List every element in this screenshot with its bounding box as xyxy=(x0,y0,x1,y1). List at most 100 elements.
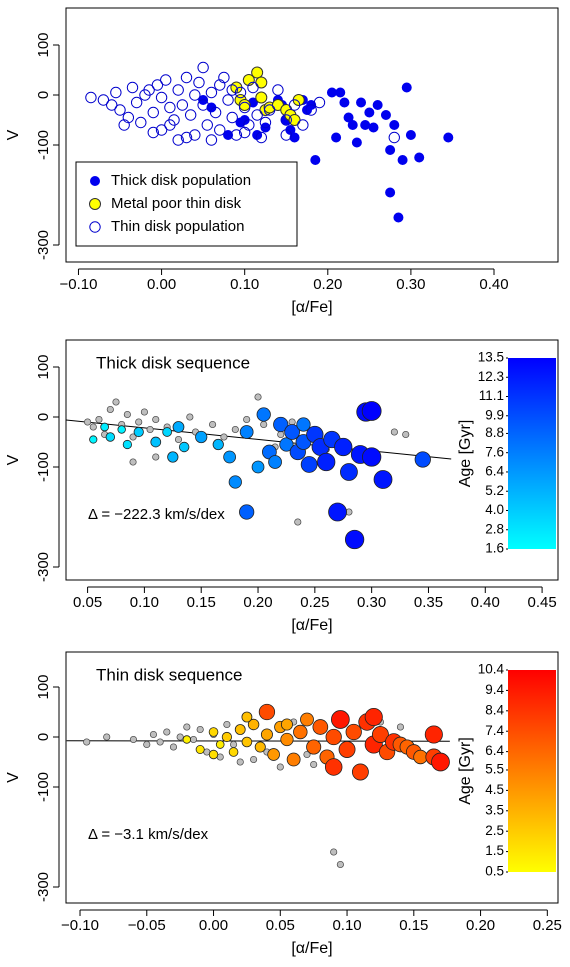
y-tick-label: -100 xyxy=(35,130,52,160)
y-tick-label: 0 xyxy=(35,91,52,99)
point xyxy=(216,741,224,749)
point xyxy=(261,421,267,427)
point xyxy=(362,448,380,466)
x-axis-label: [α/Fe] xyxy=(291,940,332,957)
colorbar-tick-label: 7.6 xyxy=(485,444,504,459)
point xyxy=(190,736,196,742)
point xyxy=(402,83,411,92)
point xyxy=(295,519,301,525)
point xyxy=(111,87,121,97)
point xyxy=(331,711,349,729)
point xyxy=(287,753,300,766)
point xyxy=(157,739,163,745)
colorbar-tick-label: 2.5 xyxy=(485,823,504,838)
point xyxy=(239,100,250,111)
point xyxy=(187,414,193,420)
point xyxy=(113,399,119,405)
point xyxy=(373,101,382,110)
point xyxy=(230,741,236,747)
point xyxy=(352,764,368,780)
point xyxy=(177,734,183,740)
x-tick-label: 0.40 xyxy=(479,276,508,293)
point xyxy=(104,734,110,740)
x-tick-label: 0.00 xyxy=(199,917,228,934)
point xyxy=(259,704,274,719)
point xyxy=(307,740,321,754)
x-tick-label: 0.30 xyxy=(396,276,425,293)
point xyxy=(196,745,204,753)
point xyxy=(369,123,378,132)
point xyxy=(414,750,428,764)
point xyxy=(206,135,216,145)
point xyxy=(281,733,293,745)
point xyxy=(183,736,191,744)
point xyxy=(255,394,261,400)
point xyxy=(141,409,147,415)
colorbar-tick-label: 13.5 xyxy=(478,350,504,365)
x-tick-label: 0.05 xyxy=(73,594,102,611)
point xyxy=(123,440,131,448)
point xyxy=(336,88,345,97)
y-tick-label: 0 xyxy=(35,413,52,421)
x-tick-label: 0.20 xyxy=(313,276,342,293)
y-tick-label: 100 xyxy=(35,32,52,57)
point xyxy=(374,471,392,489)
point xyxy=(206,87,216,97)
x-tick-label: 0.45 xyxy=(527,594,556,611)
legend-label: Thick disk population xyxy=(111,172,251,189)
point xyxy=(222,732,231,741)
point xyxy=(153,454,159,460)
colorbar-title: Age [Gyr] xyxy=(457,737,474,805)
point xyxy=(361,121,370,130)
point xyxy=(239,505,253,519)
y-tick-label: -300 xyxy=(35,552,52,582)
point xyxy=(156,92,166,102)
point xyxy=(221,434,227,440)
x-tick-label: 0.30 xyxy=(357,594,386,611)
point xyxy=(273,85,283,95)
y-axis-label: V xyxy=(5,129,22,140)
x-tick-label: 0.15 xyxy=(399,917,428,934)
x-tick-label: 0.15 xyxy=(187,594,216,611)
colorbar-tick-label: 8.4 xyxy=(485,702,504,717)
annotation: Thick disk sequence xyxy=(96,353,250,372)
point xyxy=(202,120,212,130)
point xyxy=(175,436,181,442)
colorbar xyxy=(508,358,556,549)
x-tick-label: 0.20 xyxy=(243,594,272,611)
legend-marker xyxy=(91,177,100,186)
point xyxy=(184,724,190,730)
legend-label: Metal poor thin disk xyxy=(111,195,242,212)
point xyxy=(397,724,403,730)
point xyxy=(391,429,397,435)
x-tick-label: 0.35 xyxy=(414,594,443,611)
colorbar-tick-label: 5.2 xyxy=(485,483,504,498)
colorbar-tick-label: 4.0 xyxy=(485,502,504,517)
point xyxy=(90,436,97,443)
point xyxy=(403,431,409,437)
point xyxy=(198,62,208,72)
point xyxy=(215,125,225,135)
colorbar-tick-label: 0.5 xyxy=(485,864,504,879)
colorbar-tick-label: 6.4 xyxy=(485,743,504,758)
point xyxy=(168,452,178,462)
point xyxy=(311,156,320,165)
point xyxy=(261,729,272,740)
point xyxy=(269,456,282,469)
point xyxy=(330,849,336,855)
point xyxy=(185,110,195,120)
point xyxy=(194,77,204,87)
colorbar-tick-label: 10.4 xyxy=(478,662,505,677)
point xyxy=(224,721,230,727)
point xyxy=(229,476,241,488)
y-tick-label: -100 xyxy=(35,452,52,482)
point xyxy=(325,759,342,776)
y-tick-label: -300 xyxy=(35,872,52,902)
point xyxy=(209,728,218,737)
point xyxy=(197,726,203,732)
annotation: Thin disk sequence xyxy=(96,665,242,684)
x-tick-label: 0.10 xyxy=(230,276,259,293)
point xyxy=(389,132,399,142)
point xyxy=(297,418,310,431)
x-tick-label: 0.20 xyxy=(466,917,495,934)
